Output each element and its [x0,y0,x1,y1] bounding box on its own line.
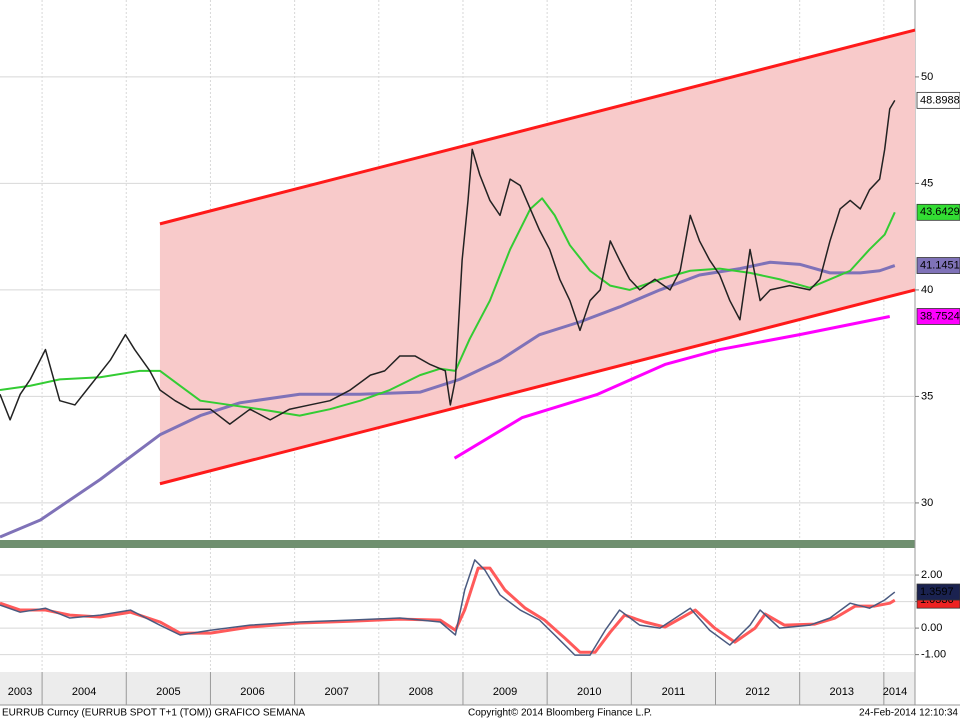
footer-center: Copyright© 2014 Bloomberg Finance L.P. [468,708,652,719]
last-value-label: 1.3597 [920,586,954,598]
x-tick-label: 2011 [662,686,686,698]
x-tick-label: 2004 [72,686,96,698]
channel-fill [159,30,915,484]
last-value-label: 48.8988 [920,94,960,106]
last-value-box [916,257,960,274]
y-tick-label: 50 [921,71,933,83]
x-tick-label: 2014 [883,686,907,698]
x-tick-label: 2007 [324,686,348,698]
last-value-box [916,203,960,221]
y-tick-label: -1.00 [921,649,946,661]
year-band [0,672,915,705]
y-tick-label: 2.00 [921,569,942,581]
last-value-label: 41.1451 [920,259,960,271]
last-value-box [916,308,960,325]
series-line [159,288,916,486]
last-value-box [916,583,960,601]
x-tick-label: 2013 [830,686,854,698]
y-tick-label: 40 [921,284,933,296]
y-tick-label: 35 [921,390,933,402]
last-value-label: 43.6429 [920,206,960,218]
x-tick-label: 2003 [8,686,32,698]
x-tick-label: 2009 [493,686,517,698]
panel-separator [0,540,915,548]
last-value-label: 38.7524 [920,310,960,322]
series-line [0,566,896,654]
last-value-box [916,91,960,109]
x-tick-label: 2010 [577,686,601,698]
x-tick-label: 2008 [409,686,433,698]
series-line [0,99,896,425]
series-line [0,197,896,417]
series-line [453,315,891,460]
series-line [0,260,896,539]
x-tick-label: 2005 [156,686,180,698]
y-tick-label: 45 [921,177,933,189]
series-line [0,559,896,656]
y-tick-label: 30 [921,497,933,509]
footer-left: EURRUB Curncy (EURRUB SPOT T+1 (TOM)) GR… [2,708,305,719]
x-tick-label: 2006 [240,686,264,698]
x-tick-label: 2012 [745,686,769,698]
series-line [159,28,916,226]
footer-right: 24-Feb-2014 12:10:34 [859,708,958,719]
y-tick-label: 0.00 [921,622,942,634]
